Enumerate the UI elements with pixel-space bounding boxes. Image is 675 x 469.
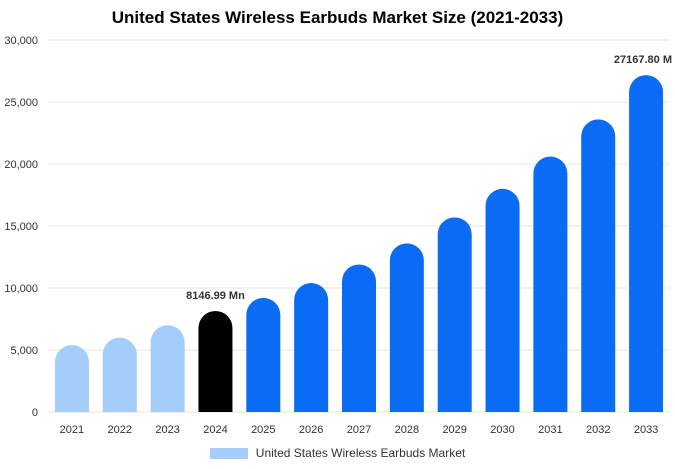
y-tick-label: 25,000 [4, 97, 38, 109]
bar [150, 325, 185, 412]
x-tick-label: 2028 [395, 424, 419, 436]
x-tick-label: 2024 [203, 424, 227, 436]
bars [54, 75, 664, 413]
chart-title: United States Wireless Earbuds Market Si… [111, 8, 564, 27]
x-tick-label: 2032 [586, 424, 610, 436]
bar [246, 297, 281, 412]
x-tick-label: 2022 [108, 424, 132, 436]
data-label: 8146.99 Mn [186, 290, 245, 302]
y-tick-label: 0 [32, 407, 38, 419]
y-tick-label: 20,000 [4, 159, 38, 171]
x-axis: 2021 2022 2023 2024 2025 2026 2027 2028 2029 2030… [60, 424, 659, 436]
x-tick-label: 2029 [442, 424, 466, 436]
y-tick-label: 15,000 [4, 221, 38, 233]
bar [294, 283, 329, 412]
legend-label: United States Wireless Earbuds Market [255, 446, 466, 460]
bar [581, 119, 616, 413]
y-tick-label: 5,000 [10, 345, 38, 357]
x-tick-label: 2021 [60, 424, 84, 436]
bar [102, 337, 137, 412]
data-labels: 8146.99 Mn 27167.80 M [186, 54, 672, 302]
bar [437, 217, 472, 412]
x-tick-label: 2033 [634, 424, 658, 436]
bar [54, 345, 89, 412]
bar [342, 264, 376, 412]
bar [533, 156, 568, 412]
bar [198, 310, 233, 412]
bar [629, 75, 664, 413]
x-tick-label: 2026 [299, 424, 323, 436]
data-label: 27167.80 M [614, 54, 672, 66]
y-tick-label: 10,000 [4, 283, 38, 295]
x-tick-label: 2031 [538, 424, 562, 436]
legend: United States Wireless Earbuds Market [0, 446, 675, 460]
x-tick-label: 2023 [155, 424, 179, 436]
x-tick-label: 2027 [347, 424, 371, 436]
y-tick-label: 30,000 [4, 35, 38, 47]
bar [389, 243, 424, 412]
x-tick-label: 2030 [490, 424, 514, 436]
bar-chart: 0 5,000 10,000 15,000 20,000 25,000 30,000 814… [4, 35, 672, 436]
x-tick-label: 2025 [251, 424, 275, 436]
y-axis: 0 5,000 10,000 15,000 20,000 25,000 30,000 [4, 35, 38, 419]
bar [485, 188, 520, 412]
legend-swatch [209, 447, 248, 459]
